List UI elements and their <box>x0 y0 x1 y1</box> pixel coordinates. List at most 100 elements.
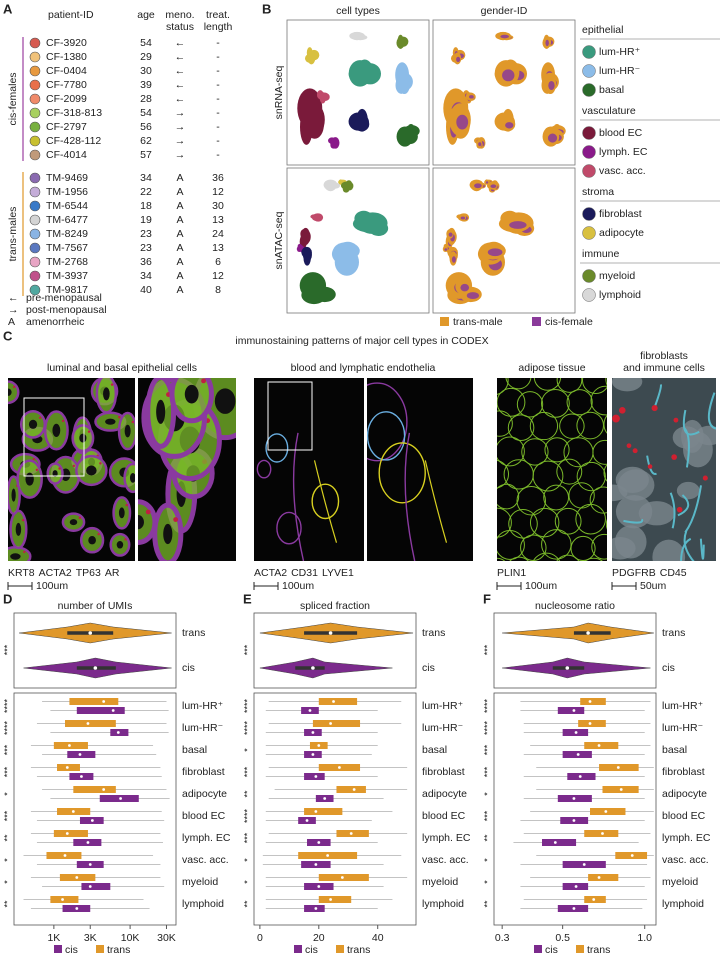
cell-cluster <box>460 216 466 220</box>
legend-item: lymphoid <box>599 289 641 301</box>
fiber <box>677 494 690 517</box>
treatment-length: - <box>216 149 220 161</box>
adipocyte <box>591 533 607 560</box>
umap-plot <box>443 31 566 149</box>
vessel <box>424 460 448 543</box>
adipocyte <box>540 389 570 418</box>
lumen <box>138 515 144 530</box>
category-label: lum-HR⁻ <box>662 722 704 734</box>
x-tick-label: 0.5 <box>555 932 570 944</box>
adipocyte <box>497 459 510 489</box>
median <box>65 832 69 835</box>
box <box>69 698 119 705</box>
category-label: basal <box>182 744 207 756</box>
median <box>592 898 596 901</box>
legend-item: cis <box>305 944 318 955</box>
violin-frame <box>253 612 417 689</box>
adipocyte <box>532 552 561 561</box>
cell-cluster <box>323 179 338 191</box>
median <box>314 810 318 813</box>
legend-item: adipocyte <box>599 227 644 239</box>
vessel <box>292 432 305 561</box>
adipocyte <box>529 507 560 538</box>
treatment-length: 30 <box>212 200 224 212</box>
significance: * <box>482 858 492 862</box>
vessel <box>256 459 272 479</box>
violin-median <box>88 631 93 635</box>
adipocyte <box>582 378 607 395</box>
significance: **** <box>242 721 252 736</box>
micrograph <box>367 378 473 561</box>
cell <box>615 466 649 493</box>
x-tick-label: 3K <box>84 932 97 944</box>
cell-cluster <box>340 181 352 190</box>
adipocyte <box>497 410 513 437</box>
cell-cluster <box>303 251 311 266</box>
fiber <box>699 538 705 560</box>
significance: *** <box>2 766 12 777</box>
significance: ** <box>482 900 492 908</box>
significance: ** <box>242 790 252 798</box>
immune-cell <box>612 414 620 423</box>
micrograph-bg <box>367 378 473 561</box>
duct <box>8 380 20 405</box>
age: 54 <box>140 107 152 119</box>
x-tick-label: 1.0 <box>637 932 652 944</box>
column-header: treat. <box>206 9 230 21</box>
legend-swatch <box>532 317 541 326</box>
legend-dot <box>582 269 596 283</box>
category-label: fibroblast <box>422 766 465 778</box>
category-label: adipocyte <box>422 788 467 800</box>
cell-cluster <box>485 181 489 184</box>
median <box>75 876 79 879</box>
violin-frame <box>13 612 177 689</box>
patient-dot <box>29 51 41 63</box>
patient-dot <box>29 37 41 49</box>
box <box>590 808 626 815</box>
adipocyte <box>516 391 544 418</box>
legend-swatch <box>294 945 302 953</box>
immune-cell <box>671 454 677 460</box>
cell-cluster <box>509 221 527 229</box>
age: 39 <box>140 79 152 91</box>
adipocyte <box>497 387 526 417</box>
stain-label: PLIN1 <box>497 567 526 579</box>
box <box>304 905 325 912</box>
inset-box <box>23 397 85 477</box>
cell-cluster <box>460 283 470 292</box>
median <box>574 731 578 734</box>
treatment-length: 8 <box>215 284 221 296</box>
column-header: length <box>204 21 233 33</box>
nucleus <box>38 416 42 419</box>
stain-label: LYVE1 <box>322 567 354 579</box>
patient-id: TM-9469 <box>46 172 88 184</box>
meno-status: ← <box>175 79 186 91</box>
vessel <box>378 442 426 504</box>
median <box>340 876 344 879</box>
fiber <box>680 537 692 561</box>
legend-item: basal <box>599 84 624 96</box>
category-label: myeloid <box>422 876 458 888</box>
category-label: blood EC <box>182 810 226 822</box>
median <box>102 788 106 791</box>
nucleus <box>72 464 76 468</box>
cell-cluster <box>309 277 326 295</box>
immune-cell <box>702 475 708 481</box>
adipocyte <box>603 464 607 482</box>
patient-id: TM-2768 <box>46 256 88 268</box>
adipocyte <box>589 486 607 514</box>
patient-dot <box>29 121 41 133</box>
adipocyte <box>554 507 582 535</box>
adipocyte <box>584 557 603 561</box>
legend-swatch <box>96 945 104 953</box>
box <box>584 742 619 749</box>
row-title: snRNA-seq <box>273 65 285 119</box>
category-label: lymph. EC <box>182 832 231 844</box>
lumen <box>129 472 135 483</box>
significance: * <box>2 858 12 862</box>
treatment-length: 36 <box>212 172 224 184</box>
nucleus <box>21 518 25 522</box>
lumen <box>116 541 124 549</box>
legend-text: amenorrheic <box>26 316 84 328</box>
legend-dot <box>582 145 596 159</box>
